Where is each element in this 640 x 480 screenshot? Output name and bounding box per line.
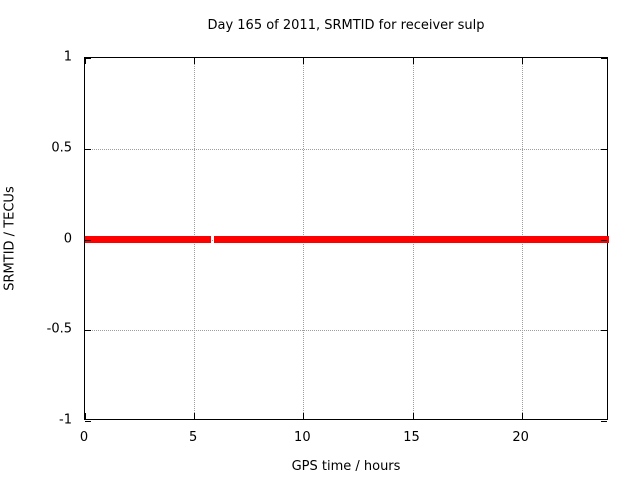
x-tick-mark xyxy=(85,58,86,64)
y-tick-mark xyxy=(85,58,91,59)
y-tick-mark xyxy=(85,148,91,150)
x-tick-mark xyxy=(521,58,523,64)
x-tick-mark xyxy=(303,58,305,64)
y-tick-mark xyxy=(85,239,91,241)
x-tick-mark xyxy=(194,58,196,64)
plot-area xyxy=(84,57,609,422)
x-tick-mark xyxy=(303,413,305,419)
y-tick-label: 1 xyxy=(63,49,72,65)
data-series-segment xyxy=(214,236,609,243)
x-tick-label: 5 xyxy=(189,430,198,445)
y-tick-label: 0 xyxy=(63,231,72,246)
x-tick-mark xyxy=(412,413,414,419)
x-tick-label: 15 xyxy=(403,430,420,445)
x-tick-mark xyxy=(85,413,86,419)
y-tick-mark xyxy=(601,239,607,241)
y-tick-mark xyxy=(85,421,91,422)
x-tick-mark xyxy=(521,413,523,419)
y-tick-mark xyxy=(85,330,91,332)
x-axis-label: GPS time / hours xyxy=(291,459,401,474)
y-tick-label: 0.5 xyxy=(51,140,72,156)
x-tick-label: 0 xyxy=(79,430,89,445)
y-gridline xyxy=(85,330,607,332)
data-series-segment xyxy=(85,236,211,243)
y-tick-label: -0.5 xyxy=(46,321,72,337)
y-tick-mark xyxy=(601,330,607,332)
chart-title: Day 165 of 2011, SRMTID for receiver sul… xyxy=(207,18,485,33)
x-tick-label: 10 xyxy=(294,430,311,445)
y-tick-mark xyxy=(601,421,607,422)
x-tick-label: 20 xyxy=(512,430,529,445)
y-tick-label: -1 xyxy=(59,412,72,428)
y-gridline xyxy=(85,148,607,150)
y-tick-mark xyxy=(601,148,607,150)
x-tick-mark xyxy=(412,58,414,64)
y-tick-mark xyxy=(601,58,607,59)
x-tick-mark xyxy=(194,413,196,419)
